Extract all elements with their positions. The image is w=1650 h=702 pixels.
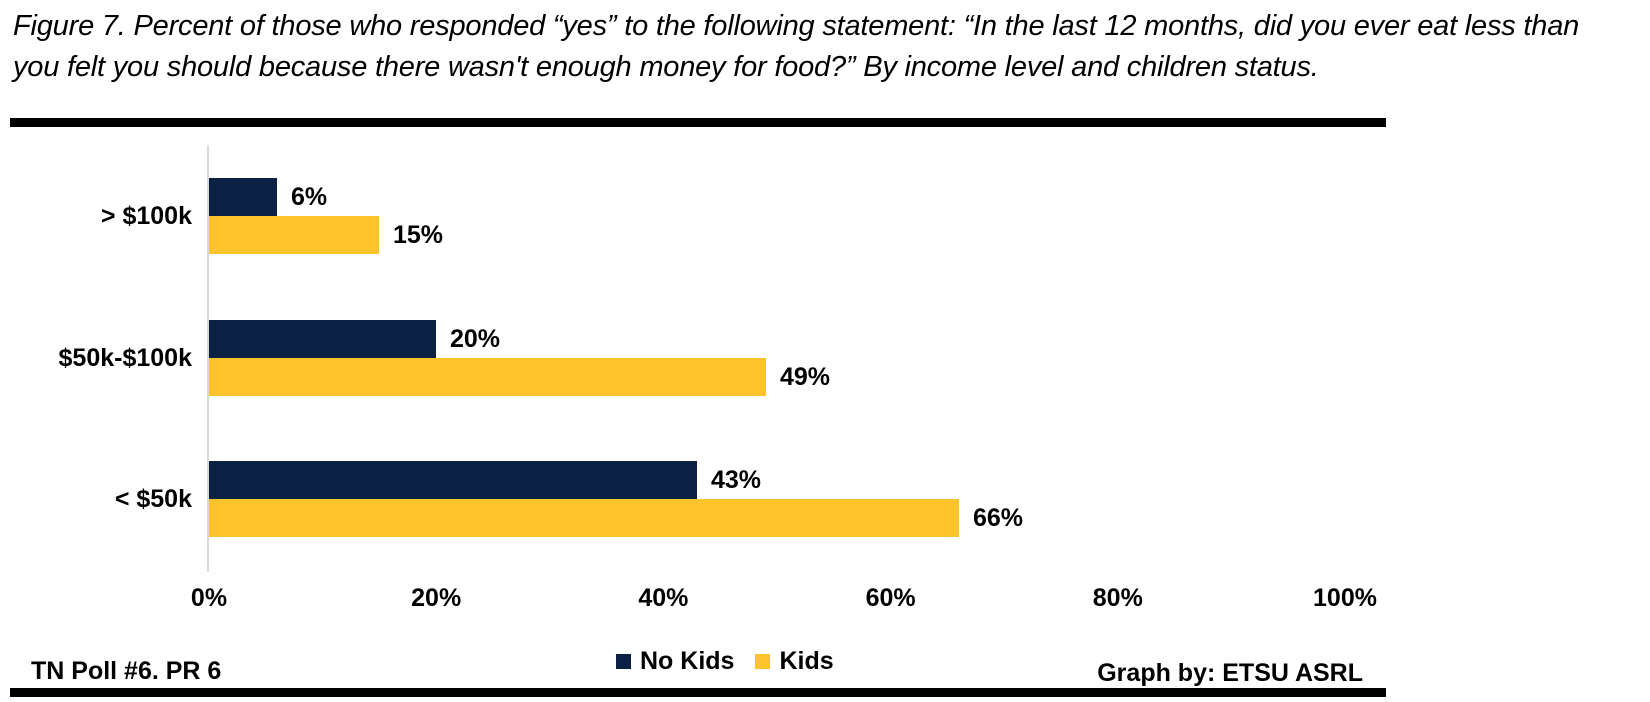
x-axis-tick-label: 40%	[638, 584, 689, 612]
chart-legend: No Kids Kids	[616, 648, 834, 674]
value-label: 66%	[973, 504, 1024, 532]
x-axis-tick-label: 0%	[190, 584, 228, 612]
figure-title-line-1: Figure 7. Percent of those who responded…	[13, 10, 1580, 42]
category-label: < $50k	[114, 485, 192, 513]
figure-title: Figure 7. Percent of those who responded…	[13, 6, 1580, 88]
source-note: TN Poll #6. PR 6	[31, 657, 222, 685]
legend-item: No Kids	[616, 648, 734, 674]
legend-swatch-icon	[755, 653, 771, 669]
legend-item: Kids	[755, 647, 834, 675]
bar-kids	[209, 499, 959, 537]
bar-kids	[209, 216, 379, 254]
x-axis-tick-label: 100%	[1313, 584, 1377, 612]
y-axis-line	[207, 145, 209, 572]
bar-kids	[209, 357, 766, 396]
value-label: 15%	[393, 221, 444, 249]
legend-label: No Kids	[640, 647, 735, 675]
x-axis-tick-label: 60%	[865, 584, 916, 612]
category-label: $50k-$100k	[58, 343, 192, 372]
figure-title-line-2: you felt you should because there wasn't…	[13, 51, 1319, 83]
legend-label: Kids	[779, 647, 834, 675]
credit-note: Graph by: ETSU ASRL	[1097, 659, 1363, 687]
x-axis-tick-label: 80%	[1092, 584, 1143, 612]
bar-no-kids	[209, 178, 277, 216]
value-label: 20%	[450, 324, 501, 353]
value-label: 49%	[780, 362, 831, 391]
x-axis-tick-label: 20%	[411, 584, 462, 612]
top-divider	[10, 118, 1386, 127]
bottom-divider	[10, 688, 1386, 697]
legend-swatch-icon	[616, 653, 631, 669]
bar-no-kids	[209, 319, 436, 358]
bar-no-kids	[209, 461, 697, 499]
category-label: > $100k	[100, 202, 192, 230]
value-label: 6%	[291, 183, 328, 211]
value-label: 43%	[711, 466, 762, 494]
